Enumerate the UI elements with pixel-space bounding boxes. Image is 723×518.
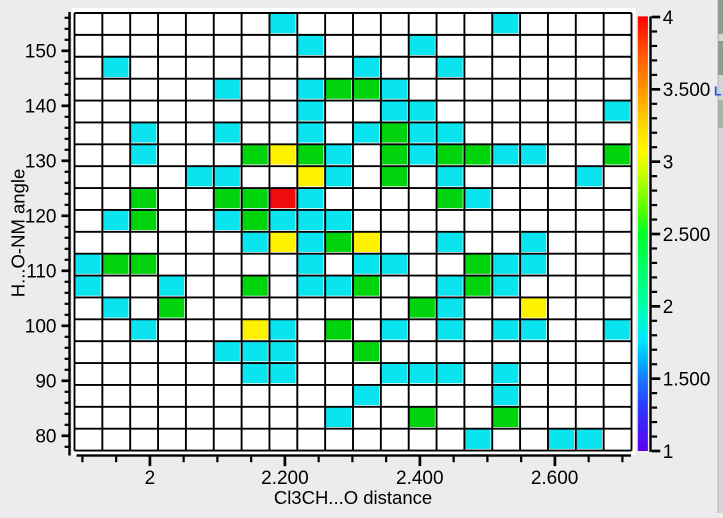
svg-text:150: 150 xyxy=(25,42,57,63)
svg-text:140: 140 xyxy=(25,97,57,118)
svg-text:L: L xyxy=(714,85,722,99)
svg-text:2: 2 xyxy=(145,468,156,489)
svg-text:1: 1 xyxy=(663,442,674,463)
svg-text:2.400: 2.400 xyxy=(396,468,444,489)
svg-text:H...O-NM angle: H...O-NM angle xyxy=(8,169,29,298)
svg-text:1.500: 1.500 xyxy=(663,369,711,390)
svg-text:90: 90 xyxy=(35,372,56,393)
svg-text:Cl3CH...O distance: Cl3CH...O distance xyxy=(274,487,432,508)
svg-text:120: 120 xyxy=(25,207,57,228)
svg-text:3.500: 3.500 xyxy=(663,80,711,101)
svg-text:3: 3 xyxy=(663,152,674,173)
svg-text:110: 110 xyxy=(26,262,56,283)
svg-text:80: 80 xyxy=(35,427,56,448)
svg-text:4: 4 xyxy=(663,8,674,29)
svg-text:130: 130 xyxy=(25,152,57,173)
svg-text:2.600: 2.600 xyxy=(531,468,579,489)
svg-text:2.500: 2.500 xyxy=(663,225,711,246)
svg-text:100: 100 xyxy=(25,317,57,338)
svg-text:2: 2 xyxy=(663,297,674,318)
svg-text:2.200: 2.200 xyxy=(261,468,309,489)
